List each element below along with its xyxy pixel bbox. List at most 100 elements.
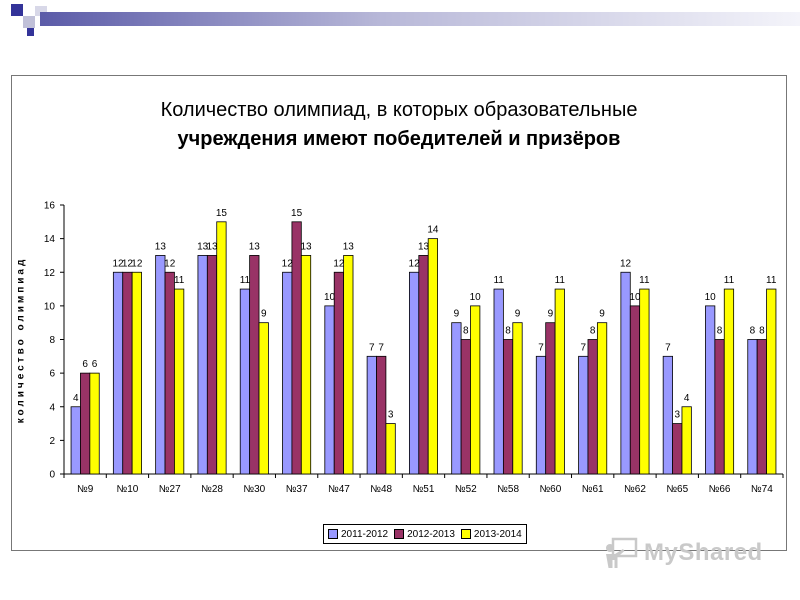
- data-label: 13: [300, 241, 312, 252]
- data-label: 13: [343, 241, 355, 252]
- y-tick-label: 0: [49, 470, 55, 481]
- data-label: 13: [155, 241, 167, 252]
- y-tick-label: 12: [44, 268, 56, 279]
- x-tick-label: №52: [455, 484, 477, 495]
- data-label: 13: [197, 241, 209, 252]
- bar-2013-2014-№74: [766, 288, 777, 475]
- data-label: 4: [73, 393, 79, 404]
- legend-swatch: [394, 529, 405, 539]
- bar-2011-2012-№10: [112, 271, 124, 475]
- bar-2011-2012-№74: [747, 339, 758, 475]
- bar-2013-2014-№62: [639, 288, 650, 475]
- bar-2013-2014-№51: [427, 238, 439, 475]
- data-label: 14: [427, 225, 439, 236]
- bar-2011-2012-№27: [155, 255, 166, 475]
- data-label: 9: [515, 309, 521, 320]
- watermark: MyShared: [604, 536, 763, 570]
- x-tick-label: №10: [117, 484, 139, 495]
- bar-2011-2012-№30: [239, 288, 251, 475]
- bar-2013-2014-№28: [216, 221, 227, 475]
- data-label: 7: [580, 342, 586, 353]
- corner-square-light: [35, 6, 47, 16]
- bar-2011-2012-№28: [197, 255, 208, 475]
- data-label: 15: [291, 208, 303, 219]
- legend-item-2013-2014: 2013-2014: [460, 529, 522, 540]
- x-tick-label: №47: [328, 484, 350, 495]
- bar-2012-2013-№58: [502, 339, 514, 475]
- bar-2013-2014-№66: [723, 288, 735, 475]
- data-label: 15: [216, 208, 228, 219]
- y-tick-label: 2: [49, 436, 55, 447]
- bar-2012-2013-№10: [122, 271, 133, 475]
- legend-swatch: [328, 529, 338, 539]
- legend-label: 2011-2012: [341, 528, 389, 540]
- x-tick-label: №9: [77, 484, 94, 495]
- bar-2012-2013-№60: [545, 322, 556, 475]
- data-label: 12: [282, 258, 294, 269]
- data-label: 3: [388, 410, 394, 421]
- bar-2012-2013-№62: [629, 305, 641, 475]
- data-label: 13: [418, 241, 430, 252]
- legend-swatch: [460, 529, 471, 539]
- y-tick-label: 8: [49, 335, 55, 346]
- x-tick-label: №58: [497, 484, 519, 495]
- bar-2011-2012-№58: [493, 288, 504, 475]
- bar-2012-2013-№9: [80, 372, 91, 475]
- data-label: 10: [629, 292, 641, 303]
- x-tick-label: №37: [286, 484, 308, 495]
- data-label: 9: [599, 309, 605, 320]
- bar-2013-2014-№27: [174, 288, 185, 475]
- x-tick-label: №51: [413, 484, 435, 495]
- data-label: 10: [470, 292, 482, 303]
- data-label: 11: [555, 275, 566, 286]
- data-label: 11: [766, 275, 777, 286]
- chart-title-line2: учреждения имеют победителей и призёров: [177, 128, 621, 150]
- data-label: 9: [454, 309, 460, 320]
- bar-2011-2012-№65: [662, 355, 673, 475]
- x-tick-label: №28: [201, 484, 223, 495]
- legend: 2011-2012 2012-2013 2013-2014: [323, 524, 527, 544]
- bar-2012-2013-№48: [376, 355, 387, 475]
- bar-2013-2014-№61: [596, 322, 608, 475]
- bar-2012-2013-№65: [672, 423, 683, 475]
- bar-2011-2012-№47: [324, 305, 335, 475]
- header-gradient-bar: [40, 12, 800, 26]
- bar-2011-2012-№51: [408, 271, 420, 475]
- bar-2013-2014-№52: [470, 305, 481, 475]
- data-label: 12: [131, 258, 143, 269]
- y-tick-label: 16: [44, 201, 56, 212]
- data-label: 11: [493, 275, 504, 286]
- bar-2011-2012-№9: [70, 406, 81, 475]
- data-label: 12: [122, 258, 134, 269]
- x-tick-label: №27: [159, 484, 181, 495]
- data-label: 13: [249, 241, 261, 252]
- data-label: 7: [665, 342, 671, 353]
- bar-2013-2014-№65: [681, 406, 692, 475]
- data-label: 10: [705, 292, 717, 303]
- bar-2013-2014-№47: [343, 255, 354, 475]
- bar-2012-2013-№66: [714, 339, 725, 475]
- bar-2011-2012-№52: [451, 322, 462, 475]
- data-label: 8: [717, 326, 723, 337]
- data-label: 8: [590, 326, 596, 337]
- chart-title: Количество олимпиад, в которых образоват…: [11, 96, 787, 154]
- data-label: 7: [378, 342, 384, 353]
- bar-2011-2012-№60: [535, 355, 547, 475]
- data-label: 12: [333, 258, 345, 269]
- bar-2013-2014-№10: [131, 271, 142, 475]
- data-label: 6: [82, 359, 88, 370]
- x-tick-label: №30: [243, 484, 265, 495]
- data-label: 4: [684, 393, 690, 404]
- bar-2012-2013-№47: [333, 271, 345, 475]
- bar-2011-2012-№61: [578, 355, 589, 475]
- data-label: 13: [206, 241, 218, 252]
- legend-item-2012-2013: 2012-2013: [394, 529, 455, 540]
- data-label: 8: [505, 326, 511, 337]
- x-tick-label: №74: [751, 484, 773, 495]
- bar-2012-2013-№27: [164, 271, 175, 475]
- legend-label: 2012-2013: [407, 528, 455, 540]
- x-tick-label: №61: [582, 484, 604, 495]
- chalkboard-teacher-icon: [606, 537, 638, 568]
- bar-2013-2014-№9: [89, 372, 100, 475]
